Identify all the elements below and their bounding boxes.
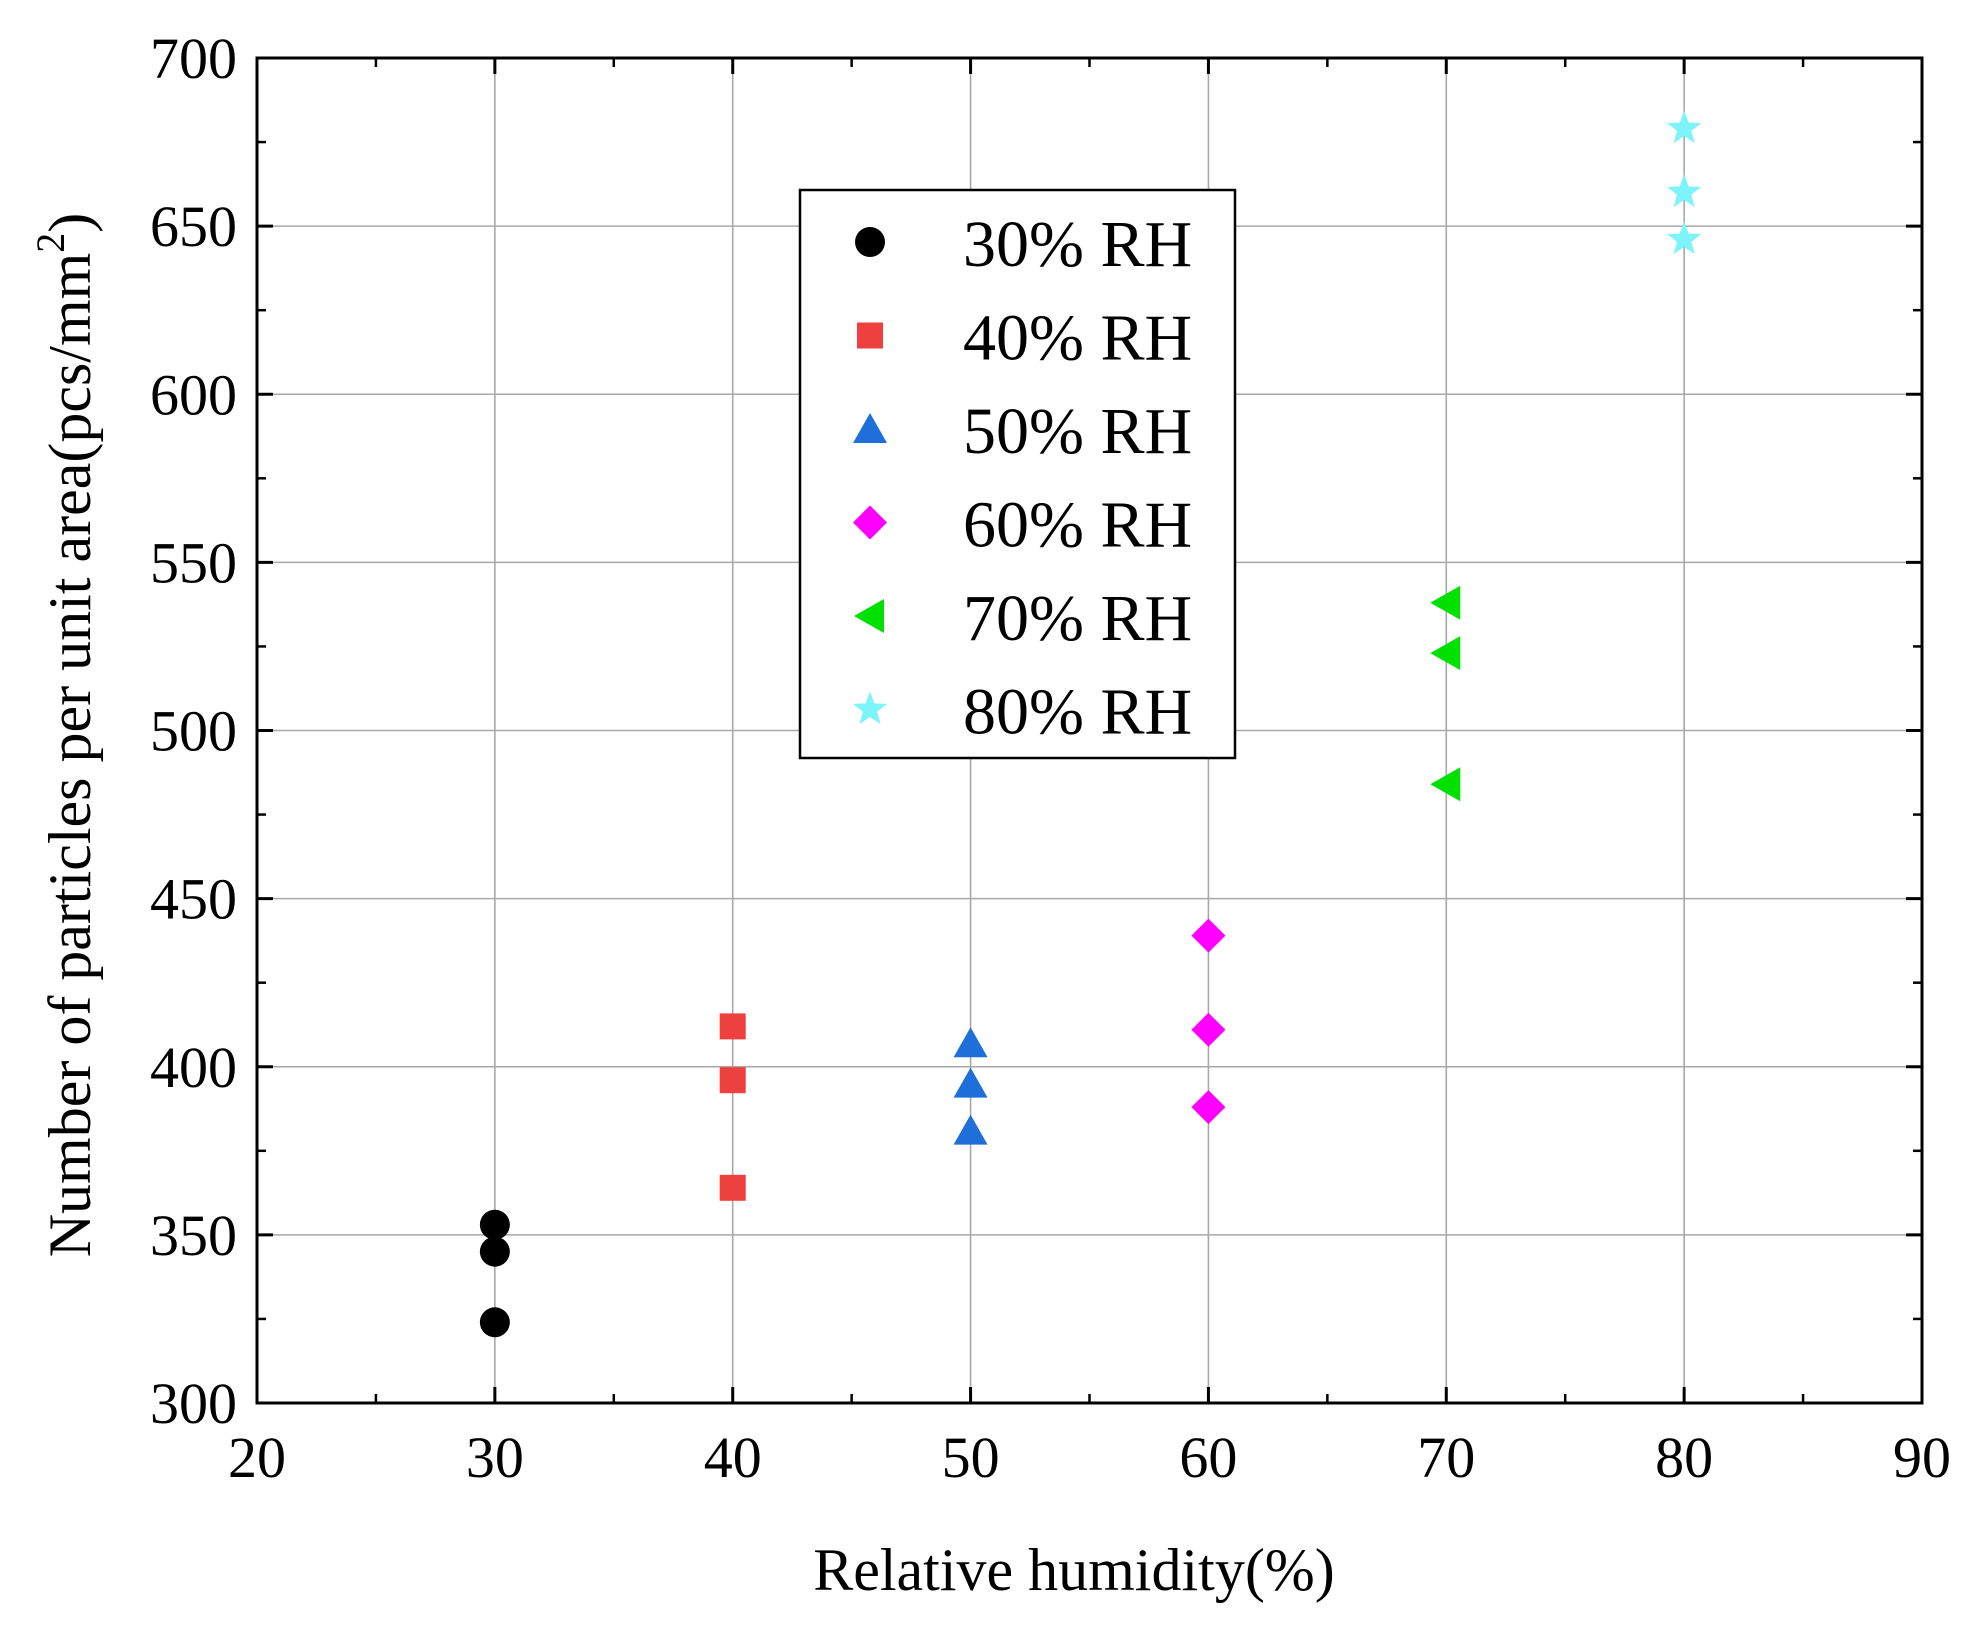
y-tick-label: 500 bbox=[150, 699, 237, 764]
y-tick-label: 550 bbox=[150, 530, 237, 595]
legend-label: 60% RH bbox=[963, 489, 1192, 562]
x-tick-label: 40 bbox=[704, 1425, 762, 1490]
legend-label: 80% RH bbox=[963, 676, 1192, 749]
legend-marker bbox=[853, 413, 887, 443]
x-tick-label: 70 bbox=[1417, 1425, 1475, 1490]
y-tick-label: 650 bbox=[150, 194, 237, 259]
data-point-70-rh bbox=[1430, 585, 1461, 620]
data-point-50-rh bbox=[953, 1027, 988, 1058]
y-tick-label: 350 bbox=[150, 1203, 237, 1268]
x-tick-label: 90 bbox=[1893, 1425, 1951, 1490]
legend-label: 30% RH bbox=[963, 208, 1192, 281]
axes bbox=[255, 56, 1924, 1405]
data-point-40-rh bbox=[719, 1174, 746, 1201]
legend-label: 50% RH bbox=[963, 395, 1192, 468]
data-point-50-rh bbox=[953, 1114, 988, 1145]
legend-label: 40% RH bbox=[963, 302, 1192, 375]
legend-marker bbox=[854, 599, 884, 633]
legend-box bbox=[798, 188, 1237, 760]
legend-marker bbox=[855, 227, 885, 257]
legend-marker bbox=[857, 322, 883, 349]
data-point-40-rh bbox=[719, 1067, 746, 1094]
legend: 30% RH 40% RH 50% RH 60% RH 70% RH 80% RH bbox=[798, 188, 1237, 760]
data-points bbox=[479, 110, 1702, 1338]
y-tick-label: 600 bbox=[150, 362, 237, 427]
data-point-40-rh bbox=[719, 1013, 746, 1040]
data-point-80-rh bbox=[1667, 174, 1702, 208]
y-axis-title: Number of particles per unit area(pcs/mm… bbox=[28, 213, 103, 1258]
x-tick-label: 30 bbox=[466, 1425, 524, 1490]
y-axis-title-suffix: ) bbox=[37, 213, 103, 233]
y-tick-label: 700 bbox=[150, 26, 237, 91]
tick-labels: 20 30 40 50 60 70 80 90 300 350 400 450 500 550 600 650… bbox=[150, 26, 1951, 1490]
x-tick-label: 50 bbox=[942, 1425, 1000, 1490]
data-point-70-rh bbox=[1430, 636, 1461, 671]
data-point-80-rh bbox=[1667, 110, 1702, 144]
y-tick-label: 400 bbox=[150, 1035, 237, 1100]
x-tick-label: 20 bbox=[228, 1425, 286, 1490]
legend-marker bbox=[853, 505, 887, 540]
y-tick-label: 300 bbox=[150, 1371, 237, 1436]
legend-label: 70% RH bbox=[963, 582, 1192, 655]
data-point-70-rh bbox=[1430, 767, 1461, 802]
data-point-50-rh bbox=[953, 1067, 988, 1098]
data-point-30-rh bbox=[479, 1307, 510, 1338]
data-point-60-rh bbox=[1191, 1090, 1226, 1125]
y-axis-title-superscript: 2 bbox=[28, 233, 73, 253]
data-point-30-rh bbox=[479, 1236, 510, 1267]
legend-marker bbox=[852, 691, 888, 725]
data-point-60-rh bbox=[1191, 918, 1226, 953]
data-point-60-rh bbox=[1191, 1012, 1226, 1047]
y-tick-label: 450 bbox=[150, 867, 237, 932]
data-point-30-rh bbox=[479, 1209, 510, 1240]
y-axis-title-main: Number of particles per unit area(pcs/mm bbox=[37, 253, 103, 1258]
x-axis-title: Relative humidity(%) bbox=[813, 1537, 1335, 1603]
x-tick-label: 60 bbox=[1179, 1425, 1237, 1490]
data-point-80-rh bbox=[1667, 221, 1702, 255]
x-tick-label: 80 bbox=[1655, 1425, 1713, 1490]
